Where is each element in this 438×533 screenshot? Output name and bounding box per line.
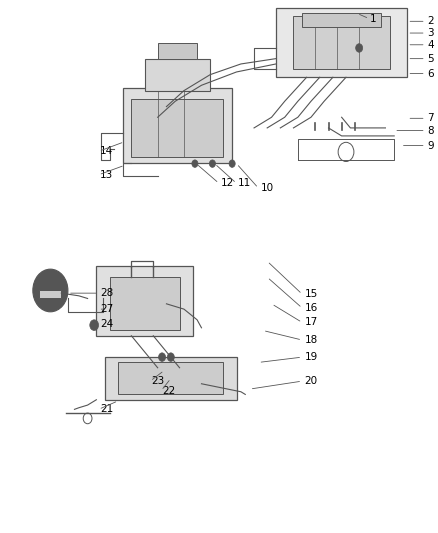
- Circle shape: [356, 44, 363, 52]
- Text: 12: 12: [221, 179, 234, 188]
- Circle shape: [90, 320, 99, 330]
- Bar: [123, 88, 232, 163]
- Bar: [302, 13, 381, 27]
- Bar: [145, 59, 210, 91]
- Text: 11: 11: [238, 179, 251, 188]
- Circle shape: [192, 160, 198, 167]
- Text: 1: 1: [370, 14, 377, 23]
- Text: 2: 2: [427, 17, 434, 26]
- Bar: [276, 8, 407, 77]
- Circle shape: [229, 160, 235, 167]
- Text: 22: 22: [162, 386, 175, 395]
- Text: 9: 9: [427, 141, 434, 150]
- Text: 8: 8: [427, 126, 434, 135]
- Bar: [293, 16, 390, 69]
- Bar: [158, 43, 197, 59]
- Text: 3: 3: [427, 28, 434, 38]
- Bar: [39, 290, 61, 298]
- Text: 14: 14: [100, 147, 113, 156]
- Bar: [110, 277, 180, 330]
- Bar: [131, 99, 223, 157]
- Circle shape: [159, 353, 166, 361]
- Bar: [96, 266, 193, 336]
- Text: 20: 20: [304, 376, 318, 386]
- Text: 18: 18: [304, 335, 318, 345]
- Text: 17: 17: [304, 318, 318, 327]
- Bar: [105, 357, 237, 400]
- Text: 10: 10: [261, 183, 274, 193]
- Text: 23: 23: [151, 376, 164, 386]
- Circle shape: [209, 160, 215, 167]
- Text: 4: 4: [427, 40, 434, 50]
- Text: 24: 24: [100, 319, 113, 329]
- Circle shape: [33, 269, 68, 312]
- Text: 19: 19: [304, 352, 318, 362]
- Text: 7: 7: [427, 114, 434, 123]
- Text: 15: 15: [304, 289, 318, 299]
- Text: 27: 27: [100, 304, 113, 314]
- Text: 5: 5: [427, 54, 434, 63]
- Text: 16: 16: [304, 303, 318, 313]
- Circle shape: [167, 353, 174, 361]
- Text: 13: 13: [100, 170, 113, 180]
- Bar: [118, 362, 223, 394]
- Text: 28: 28: [100, 288, 113, 298]
- Text: 21: 21: [100, 405, 113, 414]
- Text: 6: 6: [427, 69, 434, 78]
